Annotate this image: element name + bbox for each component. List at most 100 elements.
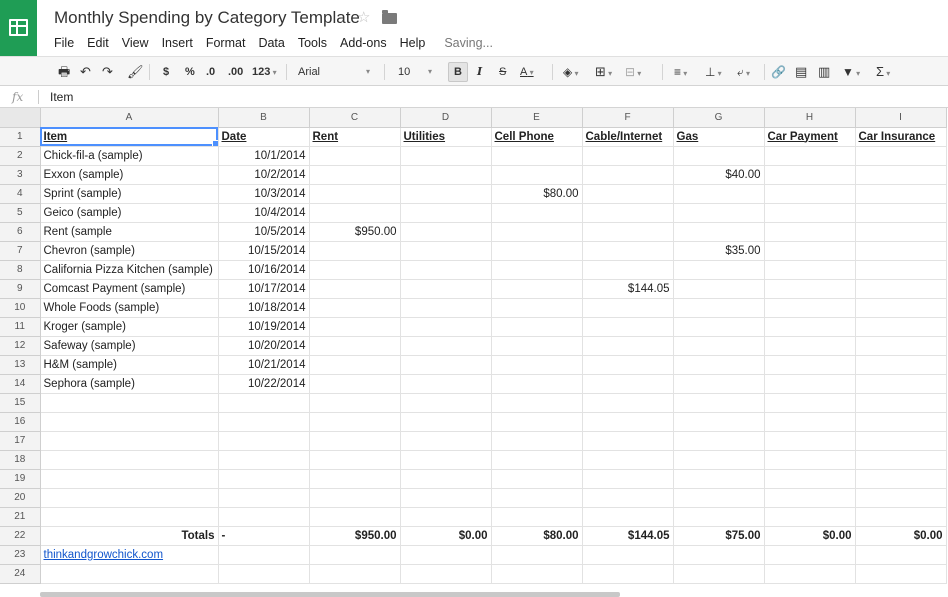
total-cell[interactable]: $144.05 [582, 526, 674, 546]
cell[interactable] [582, 317, 674, 337]
cell[interactable] [491, 431, 583, 451]
cell[interactable] [582, 146, 674, 166]
more-formats-dropdown[interactable]: 123 [252, 63, 277, 81]
item-cell[interactable]: Sprint (sample) [40, 184, 219, 204]
item-cell[interactable]: H&M (sample) [40, 355, 219, 375]
cell[interactable] [582, 336, 674, 356]
cell[interactable] [855, 298, 947, 318]
cell[interactable] [491, 355, 583, 375]
cell[interactable] [582, 488, 674, 508]
cell[interactable] [764, 279, 856, 299]
cell[interactable] [855, 564, 947, 584]
cell[interactable] [491, 393, 583, 413]
row-header[interactable]: 16 [0, 412, 41, 432]
cell[interactable] [855, 184, 947, 204]
folder-icon[interactable] [382, 10, 397, 24]
row-header[interactable]: 9 [0, 279, 41, 299]
cell[interactable] [309, 279, 401, 299]
cell[interactable] [764, 222, 856, 242]
cell[interactable] [491, 279, 583, 299]
cell[interactable] [491, 336, 583, 356]
cell[interactable] [400, 393, 492, 413]
cell[interactable] [400, 450, 492, 470]
bold-button[interactable]: B [448, 62, 468, 82]
cell[interactable] [855, 393, 947, 413]
row-header[interactable]: 2 [0, 146, 41, 166]
cell[interactable] [764, 374, 856, 394]
cell[interactable] [764, 203, 856, 223]
cell[interactable] [400, 222, 492, 242]
row-header[interactable]: 5 [0, 203, 41, 223]
vertical-align-icon[interactable]: ⊥ [705, 63, 722, 81]
cell[interactable] [40, 412, 219, 432]
cell[interactable] [855, 374, 947, 394]
cell[interactable]: $144.05 [582, 279, 674, 299]
cell[interactable] [673, 222, 765, 242]
cell[interactable] [764, 545, 856, 565]
header-cell[interactable]: Car Insurance [855, 127, 947, 147]
text-wrap-icon[interactable]: ⤶ [737, 63, 750, 81]
cell[interactable] [400, 507, 492, 527]
cell[interactable] [855, 241, 947, 261]
cell[interactable] [309, 165, 401, 185]
cell[interactable] [673, 507, 765, 527]
cell[interactable]: 10/5/2014 [218, 222, 310, 242]
cell[interactable]: $35.00 [673, 241, 765, 261]
cell[interactable] [855, 412, 947, 432]
cell[interactable] [309, 564, 401, 584]
header-cell[interactable]: Cell Phone [491, 127, 583, 147]
header-cell[interactable]: Rent [309, 127, 401, 147]
cell[interactable] [40, 450, 219, 470]
cell[interactable] [400, 184, 492, 204]
row-header[interactable]: 20 [0, 488, 41, 508]
print-icon[interactable]: 🖶 [58, 64, 71, 79]
merge-cells-icon[interactable]: ⊟ [625, 63, 641, 81]
footer-link[interactable]: thinkandgrowchick.com [40, 545, 219, 565]
cell[interactable] [400, 203, 492, 223]
cell[interactable] [218, 469, 310, 489]
cell[interactable] [40, 564, 219, 584]
strikethrough-button[interactable]: S [499, 66, 507, 78]
row-header[interactable]: 23 [0, 545, 41, 565]
insert-link-icon[interactable]: 🔗 [771, 65, 786, 79]
row-header[interactable]: 21 [0, 507, 41, 527]
cell[interactable] [673, 279, 765, 299]
header-cell[interactable]: Utilities [400, 127, 492, 147]
cell[interactable] [309, 184, 401, 204]
row-header[interactable]: 14 [0, 374, 41, 394]
cell[interactable] [764, 317, 856, 337]
cell[interactable] [582, 545, 674, 565]
total-cell[interactable]: - [218, 526, 310, 546]
cell[interactable] [673, 431, 765, 451]
cell[interactable] [855, 165, 947, 185]
cell[interactable]: 10/21/2014 [218, 355, 310, 375]
cell[interactable] [673, 564, 765, 584]
row-header[interactable]: 1 [0, 127, 41, 147]
column-header-h[interactable]: H [764, 108, 856, 128]
cell[interactable]: $950.00 [309, 222, 401, 242]
column-header-f[interactable]: F [582, 108, 674, 128]
cell[interactable] [673, 203, 765, 223]
row-header[interactable]: 19 [0, 469, 41, 489]
cell[interactable] [582, 298, 674, 318]
cell[interactable] [582, 393, 674, 413]
column-header-a[interactable]: A [40, 108, 219, 128]
menu-file[interactable]: File [54, 36, 75, 50]
functions-icon[interactable]: Σ [876, 63, 890, 81]
menu-format[interactable]: Format [205, 36, 246, 50]
cell[interactable] [491, 203, 583, 223]
formula-input[interactable]: Item [50, 90, 74, 104]
cell[interactable] [582, 355, 674, 375]
cell[interactable] [309, 507, 401, 527]
cell[interactable] [491, 165, 583, 185]
cell[interactable]: 10/17/2014 [218, 279, 310, 299]
cell[interactable] [491, 488, 583, 508]
cell[interactable] [855, 222, 947, 242]
cell[interactable] [400, 412, 492, 432]
font-size-dropdown[interactable]: 10 [398, 66, 411, 78]
cell[interactable] [855, 317, 947, 337]
menu-view[interactable]: View [121, 36, 149, 50]
cell[interactable] [400, 298, 492, 318]
cell[interactable]: 10/22/2014 [218, 374, 310, 394]
header-cell[interactable]: Item [40, 127, 219, 147]
